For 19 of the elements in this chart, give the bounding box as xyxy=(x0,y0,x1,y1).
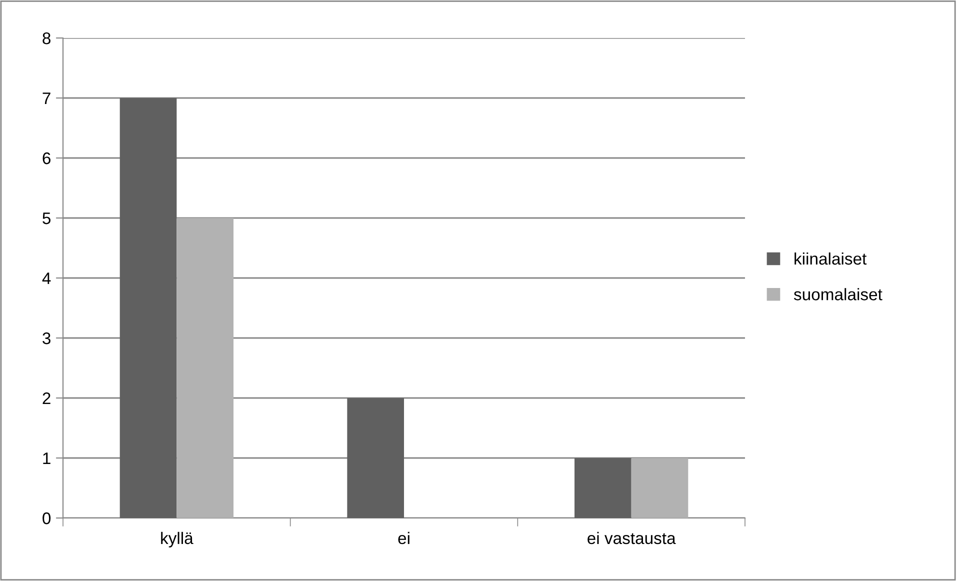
y-tick-label: 0 xyxy=(42,512,51,524)
bar xyxy=(574,458,632,518)
bar xyxy=(120,98,177,518)
y-tick-label: 3 xyxy=(42,332,50,344)
bar xyxy=(176,218,234,518)
bar xyxy=(631,458,688,518)
y-tick-label: 2 xyxy=(42,392,50,404)
y-tick-label: 1 xyxy=(43,452,50,464)
y-tick-label: 8 xyxy=(42,32,50,44)
y-tick-label: 6 xyxy=(42,152,50,164)
x-tick-label: ei vastausta xyxy=(588,532,676,544)
x-tick-label: kyllä xyxy=(161,532,194,548)
y-tick-label: 4 xyxy=(42,272,51,284)
x-tick-label: ei xyxy=(398,532,410,544)
legend-label: suomalaiset xyxy=(794,288,882,300)
y-tick-label: 5 xyxy=(42,212,50,224)
legend-label: kiinalaiset xyxy=(794,252,867,265)
bar xyxy=(347,398,404,518)
y-tick-label: 7 xyxy=(42,92,50,104)
